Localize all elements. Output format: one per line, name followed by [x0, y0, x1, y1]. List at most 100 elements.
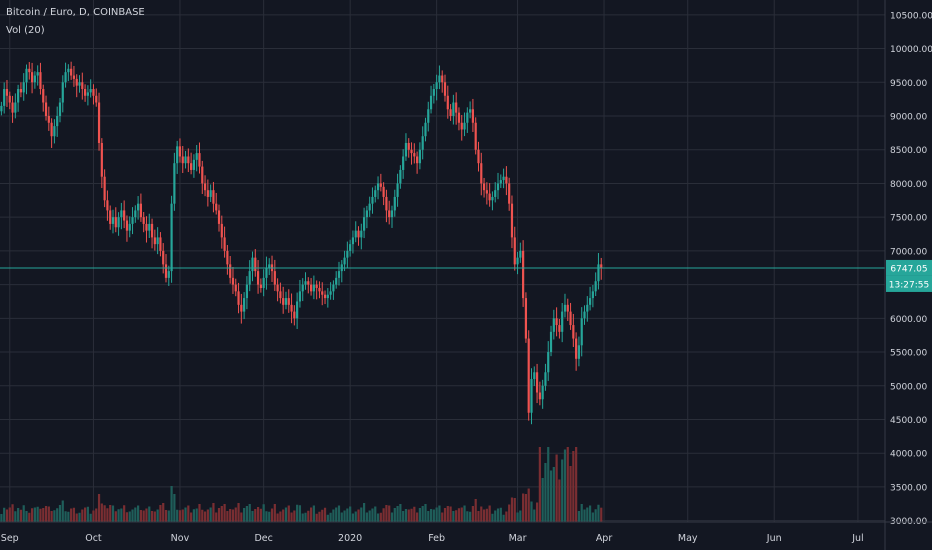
candle-body — [8, 95, 11, 103]
y-tick-label: 8500.00 — [890, 146, 927, 156]
candle-body — [273, 271, 276, 285]
candle-body — [56, 116, 59, 127]
volume-bar — [164, 510, 168, 522]
candle-body — [368, 203, 371, 211]
candle-body — [100, 142, 103, 177]
volume-bar — [268, 511, 271, 522]
candle-body — [379, 183, 382, 187]
volume-bar — [103, 505, 106, 522]
volume-bar — [282, 509, 285, 522]
candle-body — [505, 176, 508, 184]
candle-body — [519, 250, 522, 258]
candle-body — [111, 217, 115, 224]
volume-bar — [535, 502, 539, 522]
candle-body — [159, 237, 162, 251]
candle-body — [5, 89, 9, 96]
volume-bar — [561, 459, 564, 522]
candle-body — [36, 72, 39, 76]
volume-bar — [376, 513, 380, 522]
candle-body — [284, 298, 288, 305]
candle-body — [432, 89, 435, 96]
candle-body — [510, 203, 514, 238]
volume-bar — [159, 505, 162, 522]
candle-body — [64, 72, 67, 83]
volume-bar — [192, 509, 196, 522]
candle-body — [293, 311, 296, 319]
x-tick-label: Jun — [766, 533, 782, 544]
volume-bar — [346, 508, 349, 522]
volume-bar — [178, 510, 182, 522]
y-tick-label: 4500.00 — [890, 416, 927, 426]
volume-bar — [491, 513, 494, 522]
volume-bar — [11, 504, 14, 522]
candle-body — [307, 281, 310, 285]
volume-bar — [312, 505, 315, 522]
candle-body — [572, 325, 575, 339]
volume-bar — [429, 509, 433, 522]
candle-body — [22, 82, 25, 93]
candle-body — [522, 250, 525, 299]
volume-bar — [220, 506, 223, 522]
candle-body — [44, 102, 48, 116]
candle-body — [547, 352, 550, 373]
volume-bar — [262, 504, 265, 522]
candle-body — [97, 102, 101, 143]
candle-body — [508, 183, 511, 204]
candle-body — [78, 82, 81, 86]
volume-bar — [480, 506, 483, 522]
volume-bar — [600, 507, 603, 522]
volume-bar — [95, 508, 98, 522]
candle-body — [142, 217, 145, 224]
volume-bar — [494, 510, 497, 522]
candle-body — [195, 153, 198, 160]
volume-bar — [318, 511, 321, 522]
candle-body — [131, 217, 134, 224]
candle-body — [466, 112, 469, 123]
volume-bar — [315, 513, 318, 522]
candle-body — [474, 122, 477, 150]
volume-bar — [293, 510, 296, 522]
volume-bar — [533, 509, 536, 522]
candle-body — [499, 180, 502, 184]
volume-bar — [569, 466, 572, 522]
volume-bar — [61, 500, 64, 522]
volume-bar — [566, 447, 569, 522]
candle-body — [170, 203, 173, 272]
volume-bar — [72, 507, 76, 522]
current-price-label: 6747.05 — [890, 264, 927, 274]
volume-bar — [527, 488, 530, 522]
candle-body — [558, 325, 561, 332]
candle-body — [290, 304, 293, 312]
volume-bar — [583, 509, 586, 522]
candle-body — [215, 203, 218, 211]
candle-body — [206, 190, 209, 197]
candle-body — [583, 311, 586, 319]
volume-bar — [482, 509, 486, 522]
volume-bar — [332, 509, 335, 522]
candle-body — [449, 109, 452, 116]
volume-bar — [3, 507, 6, 522]
volume-bar — [460, 507, 463, 522]
candle-body — [153, 237, 156, 245]
candle-body — [190, 163, 193, 170]
candle-body — [424, 122, 427, 137]
candle-body — [42, 89, 45, 103]
volume-bar — [92, 510, 95, 522]
candle-body — [167, 271, 170, 278]
volume-bar — [580, 504, 583, 522]
candle-body — [58, 102, 62, 116]
volume-bar — [522, 493, 525, 522]
volume-bar — [538, 447, 541, 522]
volume-bar — [329, 512, 332, 522]
volume-bar — [547, 447, 550, 522]
candle-body — [243, 298, 246, 312]
volume-bar — [418, 508, 421, 522]
candle-body — [251, 257, 254, 272]
volume-bar — [42, 508, 45, 522]
volume-bar — [343, 510, 346, 522]
volume-bar — [474, 499, 477, 522]
volume-bar — [25, 511, 28, 522]
y-tick-label: 7000.00 — [890, 247, 927, 257]
